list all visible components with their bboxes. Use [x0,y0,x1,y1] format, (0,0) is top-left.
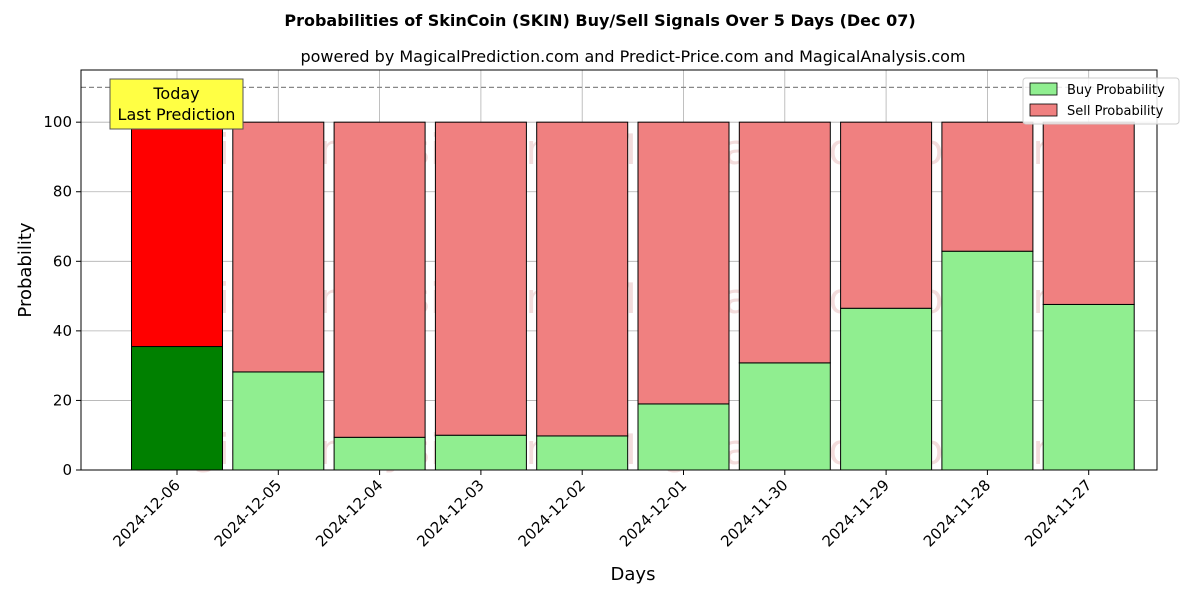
bar-buy [1042,303,1135,471]
chart-subtitle: powered by MagicalPrediction.com and Pre… [300,47,965,66]
bar-buy [131,346,223,471]
bar-buy [941,250,1034,471]
plot-frame [80,69,1158,471]
bar-sell [840,121,933,309]
annotation-line-today: Today [152,84,199,103]
y-tick-label: 0 [62,461,72,479]
bar-buy [536,435,629,471]
y-tick-label: 20 [53,391,72,409]
bar-sell [1042,121,1135,305]
chart-title: Probabilities of SkinCoin (SKIN) Buy/Sel… [284,11,915,30]
y-axis: 0 20 40 60 80 100 [43,113,81,479]
bar-sell [738,121,831,364]
bar-buy [738,362,831,471]
bar-buy [434,434,527,471]
legend-label-buy: Buy Probability [1067,83,1165,98]
y-tick-label: 60 [53,252,72,270]
legend-swatch-buy [1029,82,1058,96]
bar-sell [637,121,730,405]
bar-sell [536,121,629,437]
bar-sell [131,121,223,348]
legend: Buy Probability Sell Probability [1022,77,1180,125]
legend-frame [1022,77,1180,125]
bar-buy [232,371,325,471]
bars [131,121,1135,471]
annotation-box [109,78,244,130]
legend-swatch-sell [1029,103,1058,117]
annotation-line-last-prediction: Last Prediction [118,105,236,124]
y-axis-label: Probability [15,222,36,317]
bar-buy [637,403,730,471]
bar-sell [941,121,1034,252]
legend-label-sell: Sell Probability [1067,104,1164,119]
bar-buy [333,436,426,471]
y-tick-label: 40 [53,322,72,340]
today-annotation: Today Last Prediction [109,78,244,130]
bar-sell [333,121,426,438]
bar-sell [434,121,527,436]
y-tick-label: 80 [53,183,72,201]
y-tick-label: 100 [43,113,72,131]
bar-sell [232,121,325,373]
bar-buy [840,307,933,471]
x-axis-label: Days [611,564,656,585]
